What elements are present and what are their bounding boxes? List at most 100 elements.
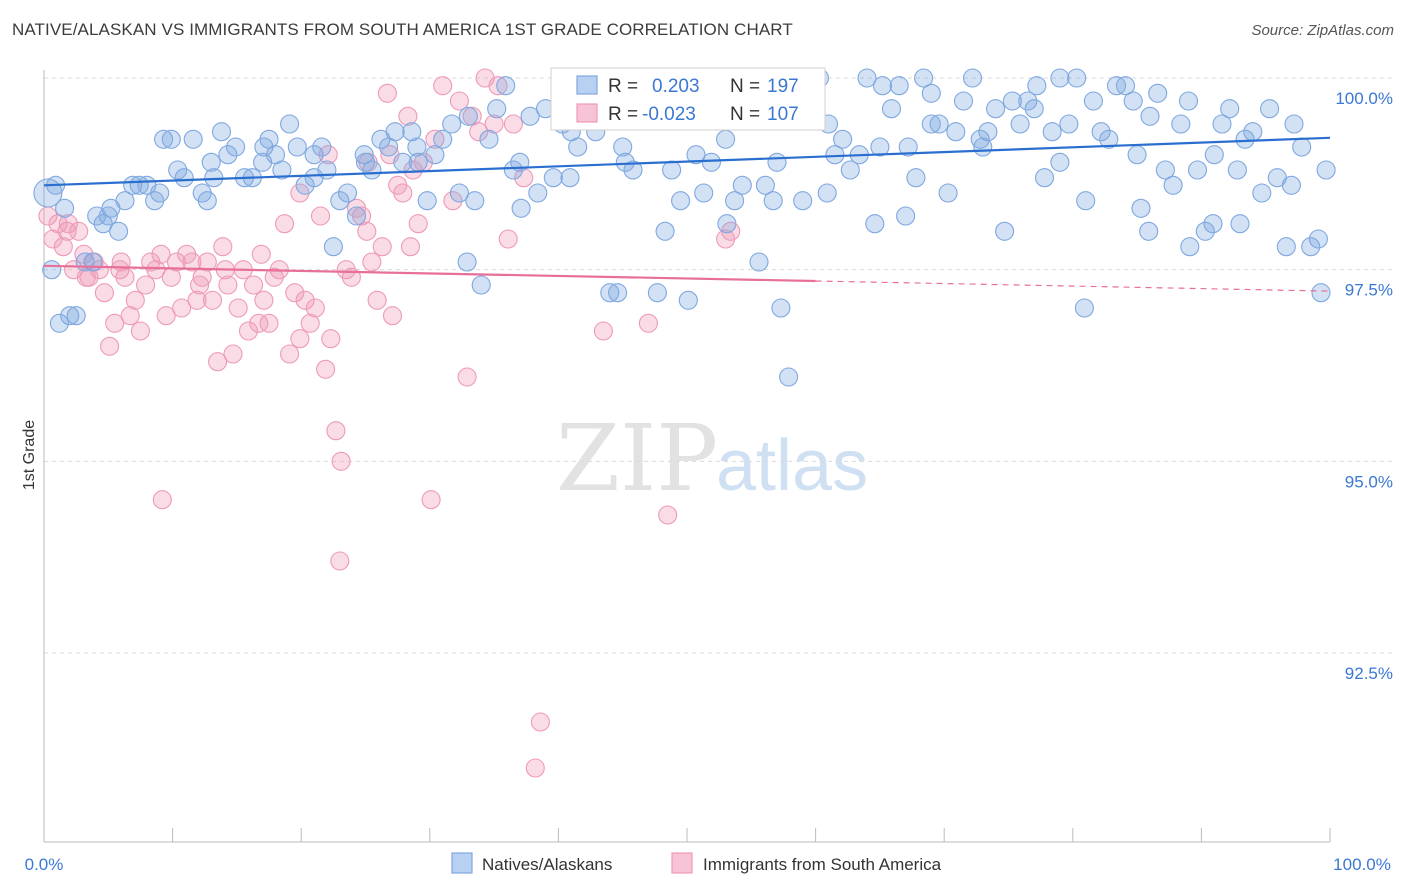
natives-point <box>953 91 974 111</box>
natives-point <box>725 191 745 211</box>
natives-point <box>840 160 860 180</box>
natives-point <box>732 175 752 195</box>
natives-point <box>865 214 885 234</box>
bottom-legend-label-immigrants: Immigrants from South America <box>703 855 942 874</box>
immigrants-point <box>318 145 338 165</box>
natives-point <box>978 122 998 142</box>
immigrants-point <box>425 129 445 149</box>
natives-point <box>717 214 737 234</box>
immigrants-point <box>525 758 545 778</box>
natives-point <box>407 137 427 157</box>
natives-point <box>1163 175 1183 195</box>
legend-n-value-1: 197 <box>767 76 799 97</box>
x-tick-label-right: 100.0% <box>1333 855 1391 874</box>
natives-point <box>671 191 691 211</box>
natives-point <box>1227 160 1247 180</box>
natives-point <box>970 129 990 149</box>
immigrants-point <box>244 275 264 295</box>
natives-point <box>55 198 75 218</box>
immigrants-point <box>377 83 397 103</box>
natives-point <box>503 160 523 180</box>
natives-point <box>1099 129 1119 149</box>
natives-point <box>211 122 232 142</box>
natives-point <box>337 183 358 203</box>
immigrants-point <box>330 551 350 571</box>
natives-point <box>520 106 540 126</box>
natives-point <box>793 191 813 211</box>
source-credit: Source: ZipAtlas.com <box>1251 22 1394 39</box>
immigrants-point <box>254 290 274 310</box>
immigrants-point <box>367 290 387 310</box>
immigrants-point <box>94 283 114 303</box>
natives-point <box>1059 114 1079 134</box>
immigrants-point <box>530 712 550 732</box>
natives-point <box>914 68 934 88</box>
immigrants-point <box>285 283 305 303</box>
natives-point <box>694 183 714 203</box>
natives-point <box>1252 183 1272 203</box>
natives-point <box>1171 114 1191 134</box>
natives-point <box>1308 229 1328 249</box>
natives-point <box>857 68 877 88</box>
natives-point <box>872 76 893 96</box>
natives-point <box>1076 191 1096 211</box>
immigrants-point <box>433 76 453 96</box>
immigrants-point <box>484 114 504 134</box>
natives-point <box>449 183 469 203</box>
natives-point <box>898 137 918 157</box>
y-tick-labels: 100.0% 97.5% 95.0% 92.5% <box>1335 89 1393 683</box>
natives-point <box>1220 99 1240 119</box>
immigrants-point <box>300 313 320 333</box>
natives-point <box>226 137 246 157</box>
natives-point <box>253 152 273 172</box>
natives-point <box>109 221 129 241</box>
immigrants-point <box>202 290 223 310</box>
legend-r-value-2: -0.023 <box>642 104 696 125</box>
chart-title: NATIVE/ALASKAN VS IMMIGRANTS FROM SOUTH … <box>12 20 793 39</box>
y-tick-label-95: 95.0% <box>1345 472 1393 491</box>
natives-point <box>1027 76 1047 96</box>
natives-point <box>1024 99 1044 119</box>
natives-point <box>1067 68 1087 88</box>
natives-point <box>1148 83 1168 103</box>
immigrants-point <box>259 313 279 333</box>
natives-point <box>1235 129 1255 149</box>
natives-point <box>833 129 853 149</box>
natives-point <box>946 122 966 142</box>
natives-point <box>1139 221 1159 241</box>
natives-point <box>1002 91 1022 111</box>
natives-point <box>1230 214 1250 234</box>
natives-point <box>896 206 916 226</box>
natives-point <box>1243 122 1263 142</box>
stats-legend: R = 0.203 N = 197 R = -0.023 N = 107 <box>550 67 826 131</box>
natives-point <box>1018 91 1038 111</box>
natives-point <box>921 83 941 103</box>
natives-point <box>287 137 307 157</box>
immigrants-point <box>223 344 243 364</box>
immigrants-point <box>393 183 413 203</box>
natives-point <box>1316 160 1336 180</box>
immigrants-point <box>197 252 217 272</box>
watermark-atlas: atlas <box>716 426 868 506</box>
natives-point <box>150 183 170 203</box>
natives-point <box>1281 175 1301 195</box>
natives-point <box>1034 168 1055 188</box>
immigrants-point <box>100 336 120 356</box>
natives-point <box>613 137 633 157</box>
natives-point <box>458 106 478 126</box>
natives-point <box>433 129 453 149</box>
natives-point <box>1042 122 1062 142</box>
immigrants-point <box>58 214 78 234</box>
immigrants-point <box>421 490 441 510</box>
natives-point <box>479 129 499 149</box>
immigrants-point <box>208 352 228 372</box>
immigrants-point <box>457 367 477 387</box>
natives-point <box>763 191 783 211</box>
natives-point <box>716 129 736 149</box>
natives-point <box>402 122 422 142</box>
immigrants-point <box>136 275 156 295</box>
natives-point <box>1301 237 1321 257</box>
legend-r-label-1: R = <box>608 76 638 97</box>
natives-point <box>817 183 837 203</box>
natives-point <box>1010 114 1030 134</box>
